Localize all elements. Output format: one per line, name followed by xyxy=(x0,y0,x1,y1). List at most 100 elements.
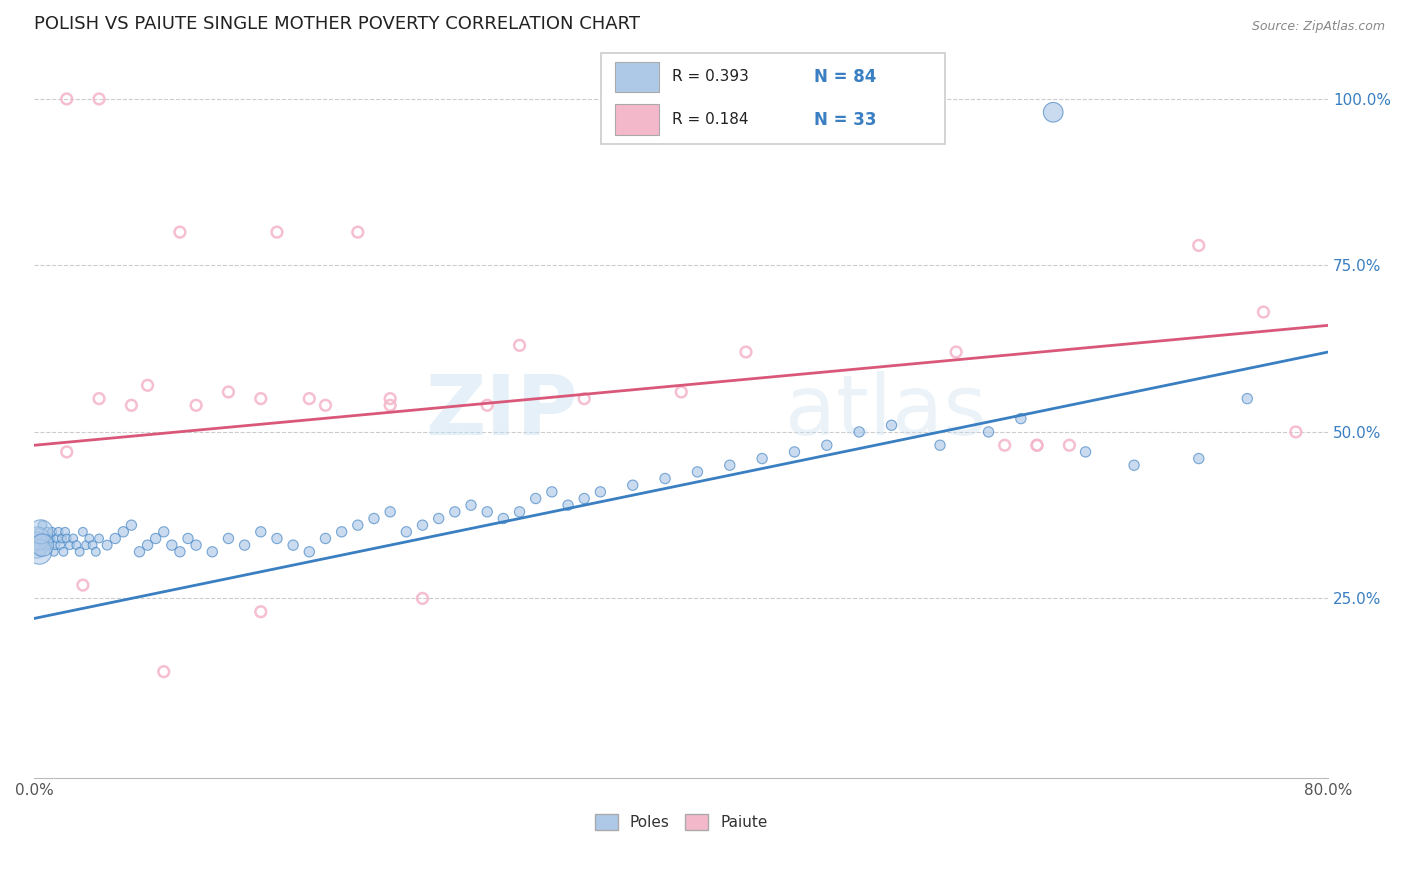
Point xyxy=(249,605,271,619)
Point xyxy=(477,398,499,412)
Point xyxy=(477,505,499,519)
Point xyxy=(51,532,73,546)
Point xyxy=(1042,105,1064,120)
Point xyxy=(28,524,51,539)
Point xyxy=(1188,238,1211,252)
Point xyxy=(160,538,183,552)
Point xyxy=(145,532,167,546)
Text: R = 0.393: R = 0.393 xyxy=(672,70,749,84)
Point xyxy=(671,384,693,399)
Text: POLISH VS PAIUTE SINGLE MOTHER POVERTY CORRELATION CHART: POLISH VS PAIUTE SINGLE MOTHER POVERTY C… xyxy=(34,15,640,33)
Point xyxy=(460,498,482,512)
Point xyxy=(524,491,547,506)
Point xyxy=(39,532,62,546)
Point xyxy=(79,532,101,546)
Point xyxy=(735,345,758,359)
Point xyxy=(395,524,418,539)
Point xyxy=(28,545,51,559)
Point xyxy=(25,538,48,552)
Point xyxy=(49,538,72,552)
Point xyxy=(75,538,97,552)
Point xyxy=(378,505,401,519)
Point xyxy=(41,524,63,539)
Point xyxy=(929,438,952,452)
Point xyxy=(120,398,142,412)
Point xyxy=(557,498,579,512)
Point xyxy=(32,538,55,552)
Point xyxy=(1253,305,1275,319)
Point xyxy=(55,92,77,106)
Point xyxy=(42,545,65,559)
Point xyxy=(82,538,104,552)
Point xyxy=(686,465,709,479)
Point xyxy=(53,524,76,539)
Point xyxy=(169,545,191,559)
Text: atlas: atlas xyxy=(785,371,987,452)
Point xyxy=(55,445,77,459)
Point xyxy=(1026,438,1049,452)
Point xyxy=(136,538,159,552)
Point xyxy=(112,524,135,539)
Text: R = 0.184: R = 0.184 xyxy=(672,112,748,127)
Point xyxy=(621,478,644,492)
Point xyxy=(35,532,58,546)
Text: N = 33: N = 33 xyxy=(814,111,876,128)
Point xyxy=(718,458,741,473)
Point xyxy=(31,538,53,552)
Point xyxy=(1285,425,1308,439)
Point xyxy=(266,225,288,239)
Point xyxy=(52,545,75,559)
Point xyxy=(977,425,1000,439)
Point xyxy=(249,524,271,539)
Point xyxy=(120,518,142,533)
Point xyxy=(541,484,564,499)
Point xyxy=(184,538,207,552)
Point xyxy=(217,532,239,546)
Point xyxy=(378,398,401,412)
Point xyxy=(38,538,60,552)
Point xyxy=(217,384,239,399)
Point xyxy=(65,538,87,552)
Point xyxy=(346,518,368,533)
Point xyxy=(201,545,224,559)
Point xyxy=(177,532,200,546)
Point xyxy=(152,665,174,679)
Point xyxy=(654,471,676,485)
Point xyxy=(249,392,271,406)
Point xyxy=(44,538,66,552)
Legend: Poles, Paiute: Poles, Paiute xyxy=(589,808,773,837)
Point xyxy=(412,591,434,606)
Point xyxy=(87,392,110,406)
Point xyxy=(880,418,903,433)
Point xyxy=(412,518,434,533)
Point xyxy=(1026,438,1049,452)
Point xyxy=(169,225,191,239)
Point xyxy=(1123,458,1146,473)
Point xyxy=(69,545,91,559)
Point xyxy=(314,398,336,412)
Point xyxy=(27,532,49,546)
Point xyxy=(48,524,70,539)
Point xyxy=(87,532,110,546)
Point xyxy=(96,538,118,552)
Point xyxy=(574,491,596,506)
Point xyxy=(589,484,612,499)
Bar xyxy=(614,104,658,135)
Point xyxy=(1074,445,1097,459)
Point xyxy=(945,345,967,359)
Point xyxy=(298,545,321,559)
Point xyxy=(184,398,207,412)
Point xyxy=(1059,438,1081,452)
Point xyxy=(848,425,870,439)
Point xyxy=(574,392,596,406)
Point xyxy=(37,524,59,539)
Point xyxy=(783,445,806,459)
Point xyxy=(84,545,107,559)
Point xyxy=(62,532,84,546)
Point xyxy=(281,538,304,552)
Point xyxy=(314,532,336,546)
Point xyxy=(25,538,48,552)
Point xyxy=(330,524,353,539)
Point xyxy=(427,511,450,525)
Point xyxy=(1010,411,1032,425)
